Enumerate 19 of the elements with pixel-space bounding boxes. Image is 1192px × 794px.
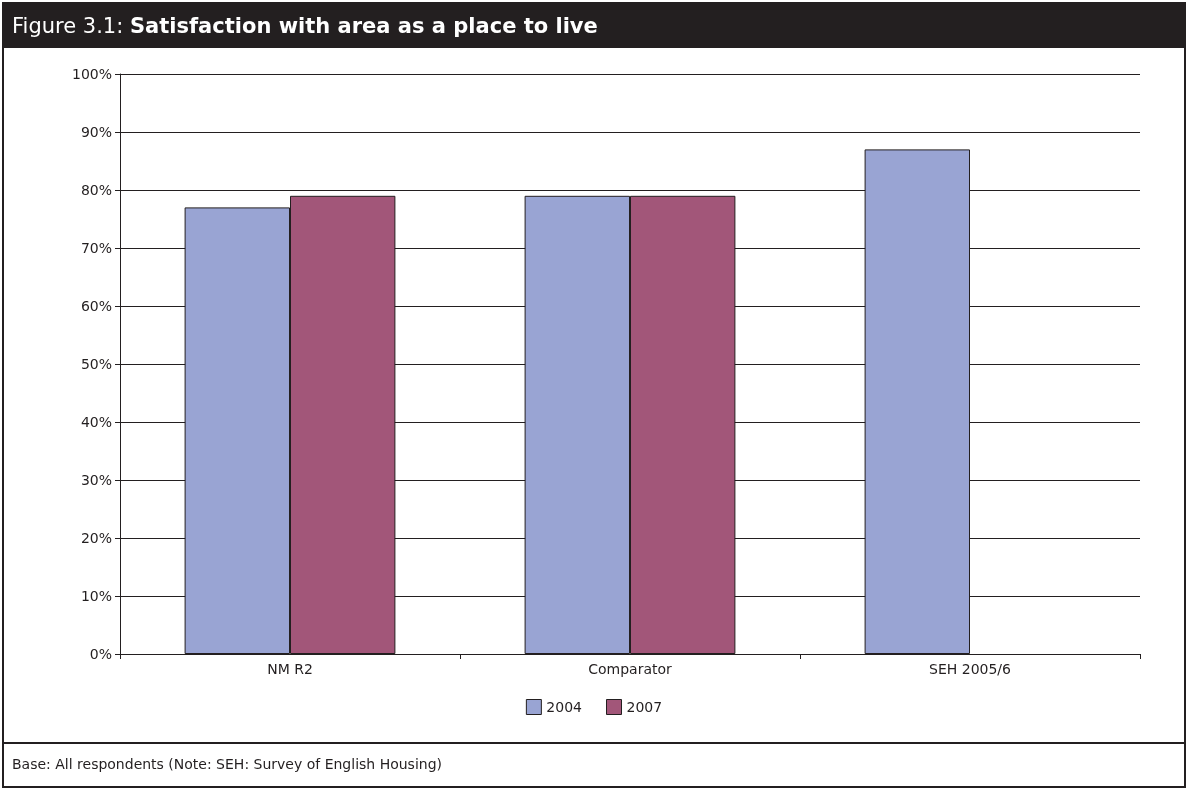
x-tick-label: SEH 2005/6 xyxy=(929,661,1012,677)
y-tick-label: 100% xyxy=(71,66,112,82)
legend-label: 2004 xyxy=(546,699,583,715)
y-tick-label: 40% xyxy=(80,414,112,430)
y-tick-label: 30% xyxy=(80,472,112,488)
chart-title: Figure 3.1: xyxy=(12,14,125,38)
y-tick-label: 80% xyxy=(80,182,112,198)
y-tick-label: 90% xyxy=(80,124,112,140)
y-tick-label: 50% xyxy=(80,356,112,372)
y-tick-label: 70% xyxy=(80,240,112,256)
x-tick-label: Comparator xyxy=(588,661,673,677)
x-tick-label: NM R2 xyxy=(267,661,313,677)
y-tick-label: 60% xyxy=(80,298,112,314)
text: Base: All respondents (Note: SEH: Survey of English Housing) xyxy=(4,742,1184,786)
y-tick-label: 20% xyxy=(80,530,112,546)
chart-subtitle: Satisfaction with area as a place to live xyxy=(129,14,598,38)
legend-label: 2007 xyxy=(626,699,663,715)
y-tick-label: 0% xyxy=(89,646,112,662)
y-tick-label: 10% xyxy=(80,588,112,604)
